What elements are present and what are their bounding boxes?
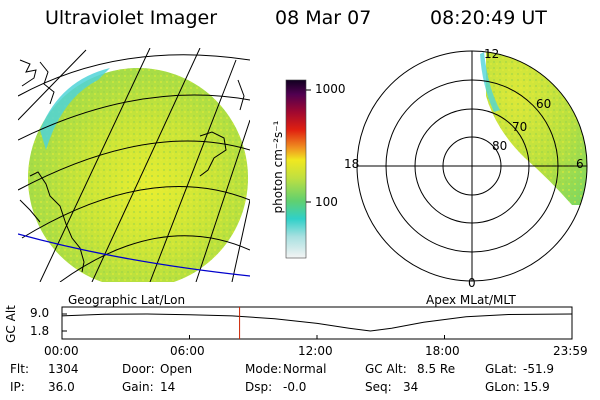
observation-date: 08 Mar 07 [275,7,372,29]
altitude-ylabel: GC Alt [4,305,18,343]
colorbar-tick-1000: 1000 [315,82,346,96]
instrument-title: Ultraviolet Imager [45,7,218,29]
mlt-label-18: 18 [344,157,360,171]
geo-grid [18,48,250,282]
geo-panel-caption: Geographic Lat/Lon [68,293,186,307]
colorbar-ticks [306,89,311,203]
status-flt-label: Flt: [10,362,29,376]
status-ip-label: IP: [10,380,25,394]
altitude-x-tick-12: 12:00 [298,344,333,358]
status-flt-value: 1304 [48,362,79,376]
earth-disk-limb [40,68,110,150]
status-mode-label: Mode: [245,362,282,376]
mlt-label-6: 6 [576,157,584,171]
altitude-y-ticks [62,313,67,332]
status-glat-value: -51.9 [523,362,555,376]
apex-panel-caption: Apex MLat/MLT [426,293,516,307]
terminator-line [18,233,250,277]
status-gain-value: 14 [160,380,176,394]
altitude-y-tick-9: 9.0 [30,306,50,320]
status-seq-value: 34 [403,380,419,394]
status-mode-value: Normal [283,362,327,376]
status-gain-label: Gain: [122,380,154,394]
altitude-plot [61,306,573,340]
status-dsp-value: -0.0 [283,380,307,394]
mlat-label-60: 60 [536,97,552,111]
colorbar-unit-label: photon cm⁻²s⁻¹ [271,120,285,214]
geographic-panel [18,48,250,282]
mlat-label-80: 80 [492,139,508,153]
status-glon-label: GLon: [485,380,520,394]
altitude-x-tick-24: 23:59 [553,344,588,358]
mlt-label-12: 12 [484,47,500,61]
mlt-label-0: 0 [468,276,476,290]
status-glat-label: GLat: [485,362,518,376]
apex-polar-grid [356,50,588,282]
mlat-label-70: 70 [512,120,528,134]
altitude-x-tick-0: 00:00 [44,344,79,358]
status-glon-value: 15.9 [523,380,550,394]
colorbar-gradient [286,80,306,258]
colorbar-tick-100: 100 [315,195,338,209]
status-gcalt-label: GC Alt: [365,362,407,376]
altitude-series-line [61,313,573,332]
altitude-x-tick-18: 18:00 [425,344,460,358]
status-door-value: Open [160,362,193,376]
altitude-x-tick-6: 06:00 [170,344,205,358]
observation-time: 08:20:49 UT [430,7,547,29]
altitude-y-tick-1-8: 1.8 [30,324,50,338]
status-ip-value: 36.0 [48,380,75,394]
status-seq-label: Seq: [365,380,392,394]
altitude-x-ticks [61,335,573,339]
status-gcalt-value: 8.5 Re [417,362,456,376]
apex-panel [356,50,588,282]
colorbar-frame [285,79,307,259]
status-dsp-label: Dsp: [245,380,273,394]
status-door-label: Door: [122,362,155,376]
